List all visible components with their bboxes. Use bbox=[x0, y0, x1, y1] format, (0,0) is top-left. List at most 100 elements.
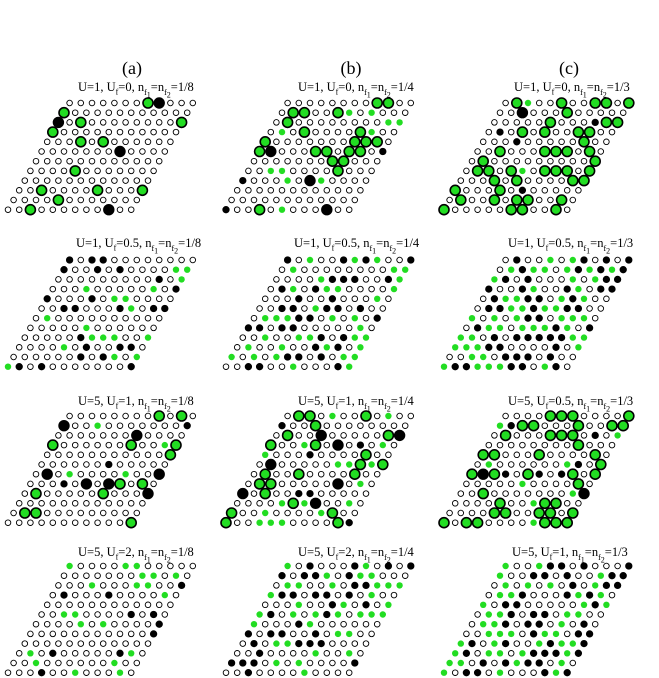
lattice-site bbox=[555, 194, 568, 206]
lattice-site bbox=[567, 174, 579, 187]
lattice-site bbox=[541, 422, 549, 429]
lattice-site bbox=[105, 285, 113, 293]
panel-title: U=5, Uf=0.5, nf1=nf2=1/3 bbox=[508, 394, 634, 414]
lattice-site bbox=[267, 500, 275, 507]
lattice-site bbox=[127, 187, 135, 194]
lattice-site bbox=[10, 353, 17, 361]
lattice-site bbox=[295, 639, 303, 648]
lattice-site bbox=[507, 650, 515, 657]
lattice-site bbox=[71, 519, 79, 526]
lattice-site bbox=[580, 119, 588, 126]
lattice-site bbox=[293, 468, 305, 480]
lattice-site bbox=[362, 119, 370, 126]
lattice-site bbox=[133, 334, 141, 341]
lattice-site bbox=[32, 470, 40, 478]
lattice-site bbox=[80, 478, 93, 490]
lattice-site bbox=[368, 148, 375, 155]
lattice-site bbox=[71, 109, 79, 116]
lattice-site bbox=[362, 470, 370, 478]
lattice-site bbox=[128, 305, 135, 312]
lattice-site bbox=[55, 314, 62, 322]
lattice-site bbox=[75, 135, 87, 148]
lattice-site bbox=[379, 109, 387, 116]
lattice-site bbox=[457, 177, 465, 184]
lattice-site bbox=[479, 640, 487, 647]
lattice-site bbox=[60, 480, 68, 488]
lattice-site bbox=[284, 196, 291, 204]
lattice-site bbox=[278, 148, 286, 155]
lattice-site bbox=[289, 480, 297, 488]
lattice-site bbox=[379, 285, 387, 293]
lattice-site bbox=[105, 324, 113, 332]
lattice-site bbox=[122, 620, 129, 628]
lattice-site bbox=[384, 562, 393, 570]
lattice-site bbox=[139, 422, 146, 429]
lattice-site bbox=[323, 344, 330, 351]
lattice-site bbox=[334, 343, 342, 351]
lattice-site bbox=[552, 591, 560, 599]
lattice-site bbox=[374, 256, 381, 264]
lattice-site bbox=[329, 256, 336, 264]
lattice-site bbox=[161, 109, 169, 116]
lattice-site bbox=[49, 611, 57, 618]
lattice-site bbox=[144, 256, 152, 264]
lattice-site bbox=[477, 487, 490, 500]
lattice-site bbox=[94, 572, 101, 579]
lattice-site bbox=[539, 516, 551, 529]
lattice-site bbox=[541, 649, 549, 657]
lattice-site bbox=[329, 119, 336, 126]
lattice-site bbox=[77, 177, 85, 184]
lattice-site bbox=[116, 304, 124, 313]
lattice-site bbox=[139, 630, 146, 638]
lattice-site bbox=[306, 639, 314, 648]
lattice-site bbox=[513, 333, 521, 342]
lattice-site bbox=[561, 516, 573, 529]
lattice-panel bbox=[4, 410, 197, 529]
lattice-site bbox=[278, 611, 286, 618]
lattice-site bbox=[491, 157, 498, 165]
lattice-site bbox=[111, 490, 118, 497]
lattice-site bbox=[172, 572, 180, 579]
lattice-site bbox=[55, 157, 62, 165]
lattice-site bbox=[513, 601, 521, 609]
lattice-site bbox=[312, 519, 319, 526]
lattice-site bbox=[547, 490, 554, 497]
lattice-site bbox=[144, 562, 152, 570]
lattice-site bbox=[552, 187, 560, 194]
lattice-site bbox=[491, 659, 498, 667]
lattice-site bbox=[574, 460, 583, 469]
lattice-site bbox=[552, 572, 560, 579]
lattice-site bbox=[32, 157, 40, 165]
lattice-site bbox=[301, 285, 308, 293]
lattice-site bbox=[362, 490, 370, 497]
lattice-site bbox=[563, 206, 571, 213]
lattice-site bbox=[323, 285, 330, 293]
lattice-site bbox=[334, 187, 342, 194]
lattice-site bbox=[150, 422, 157, 429]
lattice-site bbox=[346, 500, 353, 507]
lattice-site bbox=[477, 468, 489, 480]
lattice-site bbox=[552, 128, 560, 136]
lattice-site bbox=[97, 135, 109, 148]
lattice-site bbox=[563, 187, 571, 194]
lattice-site bbox=[546, 562, 555, 570]
lattice-site bbox=[105, 266, 113, 273]
lattice-site bbox=[83, 591, 90, 599]
lattice-site bbox=[267, 305, 275, 312]
lattice-site bbox=[530, 500, 537, 507]
lattice-site bbox=[362, 581, 370, 590]
lattice-site bbox=[379, 266, 387, 273]
lattice-site bbox=[239, 640, 247, 647]
lattice-site bbox=[368, 128, 375, 136]
lattice-site bbox=[539, 165, 551, 177]
lattice-site bbox=[351, 295, 359, 303]
lattice-site bbox=[122, 157, 129, 165]
lattice-site bbox=[552, 441, 560, 449]
lattice-site bbox=[519, 148, 526, 155]
lattice-site bbox=[99, 509, 107, 517]
lattice-site bbox=[155, 582, 163, 589]
lattice-site bbox=[284, 138, 291, 146]
lattice-site bbox=[334, 591, 342, 599]
lattice-site bbox=[511, 194, 523, 206]
lattice-site bbox=[368, 422, 375, 429]
